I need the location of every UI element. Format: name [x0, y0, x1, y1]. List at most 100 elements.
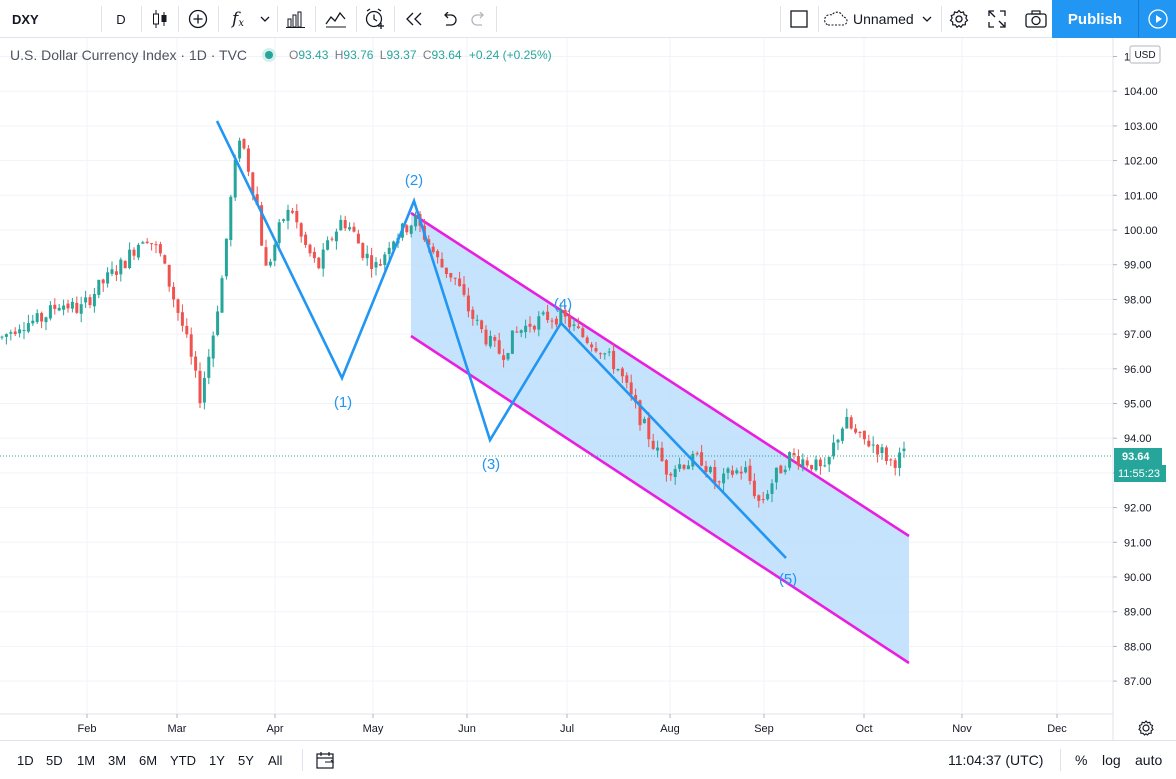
- candle-body: [264, 247, 268, 266]
- goto-date-icon[interactable]: [316, 741, 336, 779]
- wave-label-2[interactable]: (2): [405, 172, 423, 189]
- bottom-toolbar: 1D 5D 1M 3M 6M YTD 1Y 5Y All 11:04:37 (U…: [0, 740, 1176, 778]
- interval-button[interactable]: D: [116, 11, 126, 27]
- candle-body: [836, 439, 840, 443]
- candle-body: [211, 335, 215, 359]
- chevron-down-icon[interactable]: [256, 0, 274, 38]
- time-tick-label: Apr: [266, 723, 283, 735]
- candle-body: [339, 219, 343, 231]
- candle-body: [453, 277, 457, 279]
- clock[interactable]: 11:04:37 (UTC): [948, 752, 1044, 768]
- chart-settings-icon[interactable]: [1138, 720, 1154, 736]
- time-tick-label: Dec: [1047, 723, 1067, 735]
- bar-chart-icon[interactable]: [278, 0, 314, 38]
- last-price-label: 93.64: [1122, 451, 1150, 463]
- candle-body: [515, 331, 519, 333]
- price-tick-label: 94.00: [1124, 433, 1152, 445]
- range-1m[interactable]: 1M: [77, 752, 96, 768]
- price-tick-label: 99.00: [1124, 260, 1152, 272]
- candle-body: [814, 459, 818, 471]
- candle-body: [233, 159, 237, 198]
- candle-body: [669, 473, 673, 476]
- settings-icon[interactable]: [942, 0, 976, 38]
- price-tick-label: 100.00: [1124, 225, 1158, 237]
- log-toggle[interactable]: log: [1102, 752, 1121, 768]
- candle-body: [647, 417, 651, 440]
- candle-body: [761, 499, 765, 501]
- candles-icon[interactable]: [142, 0, 178, 38]
- candle-body: [708, 467, 712, 473]
- range-5d[interactable]: 5D: [46, 752, 63, 768]
- candle-body: [194, 356, 198, 371]
- candle-body: [823, 465, 827, 467]
- currency-badge[interactable]: [1129, 45, 1161, 64]
- candle-body: [629, 382, 633, 395]
- time-tick-label: Oct: [855, 723, 872, 735]
- time-axis[interactable]: Feb Mar Apr May Jun Jul Aug Sep Oct Nov Dec: [78, 714, 1068, 735]
- range-ytd[interactable]: YTD: [170, 752, 196, 768]
- price-chart[interactable]: (1) (2) (3) (4) (5) 105.00104.00103.0010…: [0, 38, 1176, 740]
- candle-body: [651, 440, 655, 449]
- candle-body: [440, 258, 444, 268]
- trend-channel[interactable]: [410, 211, 910, 665]
- camera-icon[interactable]: [1018, 0, 1054, 38]
- candle-body: [471, 309, 475, 319]
- layout-square-icon[interactable]: [782, 0, 816, 38]
- range-all[interactable]: All: [268, 752, 283, 768]
- publish-dropdown[interactable]: [1138, 0, 1176, 38]
- channel-lower-line[interactable]: [410, 334, 910, 665]
- candle-body: [251, 172, 255, 195]
- range-1y[interactable]: 1Y: [209, 752, 225, 768]
- fullscreen-icon[interactable]: [980, 0, 1014, 38]
- add-compare-icon[interactable]: [179, 0, 217, 38]
- range-1d[interactable]: 1D: [17, 752, 34, 768]
- redo-icon[interactable]: [464, 0, 494, 38]
- alert-icon[interactable]: [357, 0, 393, 38]
- candle-body: [246, 148, 250, 172]
- candle-body: [796, 455, 800, 466]
- candle-body: [603, 353, 607, 355]
- replay-icon[interactable]: [396, 0, 432, 38]
- auto-toggle[interactable]: auto: [1135, 752, 1163, 768]
- price-axis[interactable]: 105.00104.00103.00102.00101.00100.0099.0…: [1113, 52, 1158, 689]
- price-tick-label: 101.00: [1124, 190, 1158, 202]
- wave-label-3[interactable]: (3): [482, 456, 500, 473]
- candle-body: [757, 495, 761, 501]
- candle-body: [330, 238, 334, 240]
- candle-body: [704, 465, 708, 472]
- candle-body: [572, 324, 576, 326]
- undo-icon[interactable]: [434, 0, 464, 38]
- layout-name-button[interactable]: Unnamed: [822, 0, 938, 38]
- candle-body: [260, 205, 264, 246]
- range-5y[interactable]: 5Y: [238, 752, 254, 768]
- candle-body: [625, 375, 629, 383]
- candle-body: [788, 452, 792, 468]
- elliott-wave[interactable]: (1) (2) (3) (4) (5): [215, 120, 797, 588]
- elliott-wave-line[interactable]: [215, 120, 787, 559]
- candle-body: [656, 447, 660, 451]
- publish-button[interactable]: Publish: [1052, 0, 1138, 38]
- price-tick-label: 91.00: [1124, 537, 1152, 549]
- chart-legend[interactable]: U.S. Dollar Currency Index · 1D · TVC O9…: [10, 47, 552, 63]
- symbol-search[interactable]: DXY: [12, 11, 39, 27]
- candle-body: [717, 481, 721, 483]
- candle-body: [141, 242, 145, 244]
- range-6m[interactable]: 6M: [139, 752, 158, 768]
- templates-icon[interactable]: [317, 0, 355, 38]
- percent-toggle[interactable]: %: [1075, 752, 1088, 768]
- candle-body: [317, 257, 321, 269]
- channel-upper-line[interactable]: [410, 211, 910, 538]
- candle-body: [387, 247, 391, 255]
- candle-body: [207, 356, 211, 378]
- candle-body: [356, 233, 360, 244]
- symbol-title[interactable]: U.S. Dollar Currency Index · 1D · TVC: [10, 47, 248, 63]
- candle-body: [867, 440, 871, 447]
- wave-label-4[interactable]: (4): [554, 296, 572, 313]
- wave-label-1[interactable]: (1): [334, 394, 352, 411]
- candle-body: [392, 241, 396, 250]
- layout-name-label: Unnamed: [853, 11, 914, 27]
- candle-body: [66, 303, 70, 309]
- range-3m[interactable]: 3M: [108, 752, 127, 768]
- wave-label-5[interactable]: (5): [779, 571, 797, 588]
